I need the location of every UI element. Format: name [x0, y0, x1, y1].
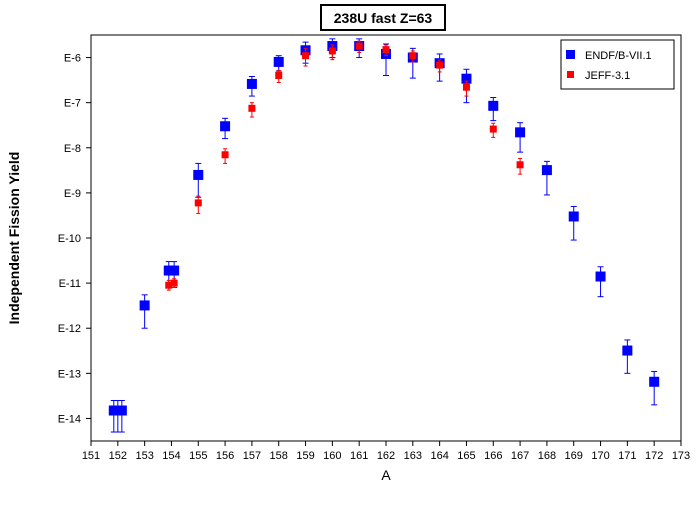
- x-tick-label: 154: [162, 450, 180, 462]
- x-tick-label: 157: [243, 450, 261, 462]
- plot-area: [90, 34, 682, 442]
- x-tick-label: 166: [484, 450, 502, 462]
- endf-point: [541, 165, 552, 176]
- x-tick-label: 159: [296, 450, 314, 462]
- y-axis: E-6 E-7 E-8 E-9 E-10 E-11 E-12 E-13 E-14: [58, 53, 91, 425]
- legend: ENDF/B-VII.1 JEFF-3.1: [560, 39, 675, 90]
- jeff-point: [409, 52, 417, 60]
- y-tick-label: E-12: [58, 323, 81, 335]
- x-tick-label: 160: [323, 450, 341, 462]
- endf-point: [169, 265, 180, 276]
- endf-point: [461, 73, 472, 84]
- y-tick-label: E-10: [58, 233, 81, 245]
- endf-point: [193, 169, 204, 180]
- x-axis-label: A: [381, 467, 391, 483]
- x-tick-label: 170: [591, 450, 609, 462]
- x-tick-label: 151: [82, 450, 100, 462]
- x-tick-label: 172: [645, 450, 663, 462]
- y-tick-label: E-11: [59, 278, 81, 290]
- endf-point: [568, 211, 579, 222]
- x-tick-label: 153: [135, 450, 153, 462]
- endf-point: [139, 300, 150, 311]
- jeff-point: [516, 161, 524, 169]
- endf-point: [622, 345, 633, 356]
- x-tick-label: 164: [430, 450, 448, 462]
- jeff-point: [221, 151, 229, 159]
- y-tick-label: E-9: [64, 188, 81, 200]
- x-tick-label: 163: [404, 450, 422, 462]
- jeff-point: [248, 104, 256, 112]
- jeff-point: [328, 47, 336, 55]
- jeff-point: [275, 72, 283, 80]
- legend-label-jeff: JEFF-3.1: [585, 70, 630, 82]
- jeff-point: [165, 281, 173, 289]
- jeff-point: [462, 83, 470, 91]
- endf-point: [515, 127, 526, 138]
- jeff-point: [302, 52, 310, 60]
- y-axis-label: Independent Fission Yield: [6, 152, 22, 325]
- series-layer: [108, 38, 660, 433]
- endf-point: [246, 78, 257, 89]
- x-tick-label: 169: [565, 450, 583, 462]
- y-tick-label: E-8: [64, 143, 81, 155]
- jeff-point: [355, 42, 363, 50]
- endf-point: [488, 100, 499, 111]
- x-tick-label: 165: [457, 450, 475, 462]
- y-tick-label: E-13: [58, 368, 81, 380]
- x-tick-label: 171: [618, 450, 636, 462]
- x-tick-label: 162: [377, 450, 395, 462]
- jeff-point: [436, 61, 444, 69]
- y-tick-label: E-7: [64, 98, 81, 110]
- x-tick-label: 152: [109, 450, 127, 462]
- x-tick-label: 158: [270, 450, 288, 462]
- x-tick-label: 168: [538, 450, 556, 462]
- x-axis: 151 152 153 154 155 156 157 158 159 160 161 162 163 1…: [82, 441, 690, 462]
- legend-label-endf: ENDF/B-VII.1: [585, 50, 652, 62]
- x-tick-label: 156: [216, 450, 234, 462]
- endf-point: [220, 121, 231, 132]
- legend-marker-endf: [566, 50, 575, 59]
- legend-marker-jeff: [567, 71, 574, 78]
- jeff-point: [194, 199, 202, 207]
- jeff-point: [170, 279, 178, 287]
- y-tick-label: E-6: [64, 53, 81, 65]
- endf-point: [273, 56, 284, 67]
- x-tick-label: 167: [511, 450, 529, 462]
- y-tick-label: E-14: [58, 413, 81, 425]
- legend-box: [560, 39, 675, 90]
- x-tick-label: 161: [350, 450, 368, 462]
- x-tick-label: 155: [189, 450, 207, 462]
- title-box: [320, 4, 446, 31]
- chart-title: 238U fast Z=63: [334, 10, 433, 26]
- jeff-point: [489, 125, 497, 133]
- endf-point: [116, 405, 127, 416]
- endf-point: [163, 265, 174, 276]
- endf-point: [595, 271, 606, 282]
- endf-point: [649, 376, 660, 387]
- jeff-point: [382, 46, 390, 54]
- x-tick-label: 173: [672, 450, 690, 462]
